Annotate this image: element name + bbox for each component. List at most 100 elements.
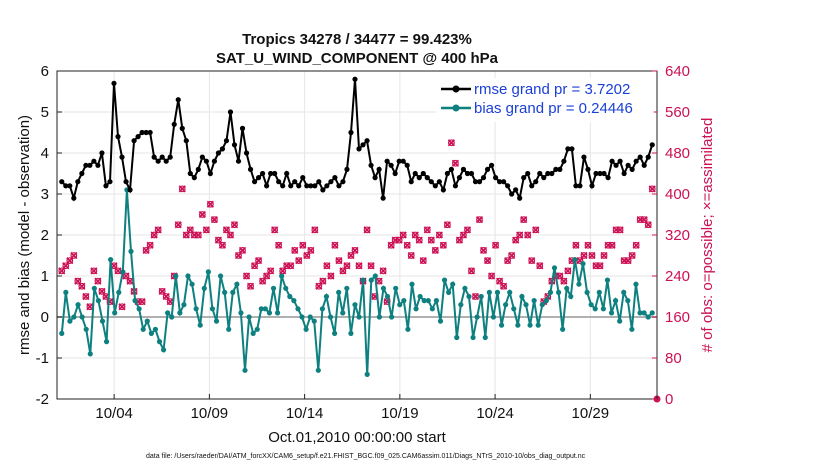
bias-point xyxy=(327,314,334,320)
rmse-point xyxy=(119,154,125,160)
obs-possible-mark xyxy=(616,226,624,234)
rmse-point xyxy=(505,183,511,189)
obs-possible-mark xyxy=(58,267,66,275)
bias-point xyxy=(413,306,419,312)
obs-count-point xyxy=(291,246,299,254)
obs-possible-mark xyxy=(492,241,499,249)
x-tick-label: 10/29 xyxy=(572,405,610,422)
bias-point xyxy=(466,293,472,300)
bias-point xyxy=(279,273,285,279)
rmse-point xyxy=(533,179,539,185)
obs-possible-mark xyxy=(512,236,520,244)
obs-count-point xyxy=(487,272,496,280)
rmse-point xyxy=(517,195,523,201)
rmse-point xyxy=(243,150,250,156)
obs-possible-mark xyxy=(415,236,423,244)
obs-possible-mark xyxy=(331,241,339,249)
obs-count-point xyxy=(584,241,592,249)
rmse-point xyxy=(251,179,258,185)
bias-point xyxy=(59,330,65,336)
obs-possible-mark xyxy=(142,246,150,254)
obs-count-point xyxy=(588,251,596,260)
bias-point xyxy=(95,298,102,304)
rmse-point xyxy=(179,125,185,131)
obs-possible-mark xyxy=(291,246,299,254)
bias-point xyxy=(368,277,374,283)
rmse-point xyxy=(440,187,446,193)
rmse-point xyxy=(175,97,181,103)
obs-possible-mark xyxy=(255,257,262,265)
obs-possible-mark xyxy=(223,226,230,234)
left-tick-label: -1 xyxy=(36,350,49,367)
chart-title-line1: Tropics 34278 / 34477 = 99.423% xyxy=(242,31,472,48)
rmse-point xyxy=(456,175,463,181)
obs-possible-mark xyxy=(644,221,652,229)
obs-possible-mark xyxy=(355,262,363,270)
x-tick-label: 10/24 xyxy=(476,405,514,422)
rmse-point xyxy=(308,183,314,189)
obs-possible-mark xyxy=(251,262,258,270)
bias-point xyxy=(299,314,305,320)
obs-possible-mark xyxy=(194,231,202,239)
right-axis-ticks: 0 80 160 240 320 400 480 560 640 xyxy=(652,63,690,408)
obs-possible-mark xyxy=(367,262,375,270)
obs-possible-mark xyxy=(496,277,503,285)
bias-point xyxy=(511,306,517,312)
rmse-point xyxy=(264,183,270,189)
rmse-point xyxy=(340,179,346,185)
bias-point xyxy=(446,289,452,295)
rmse-point xyxy=(207,170,213,177)
rmse-point xyxy=(484,166,491,172)
obs-possible-mark xyxy=(592,262,600,270)
obs-count-point xyxy=(194,231,202,239)
rmse-point xyxy=(545,170,551,177)
obs-possible-mark xyxy=(480,246,487,254)
right-tick-label: 240 xyxy=(665,268,690,285)
left-tick-label: 0 xyxy=(41,309,49,326)
rmse-point xyxy=(195,166,201,172)
obs-count-point xyxy=(246,282,255,290)
obs-count-point xyxy=(311,226,319,234)
rmse-point xyxy=(585,166,591,172)
left-tick-label: 4 xyxy=(41,145,49,162)
bias-point xyxy=(140,326,146,332)
rmse-point xyxy=(472,179,479,185)
rmse-point xyxy=(159,154,165,160)
rmse-point xyxy=(352,76,358,82)
obs-count-point xyxy=(222,226,231,234)
bias-point xyxy=(405,326,411,332)
rmse-point xyxy=(529,183,535,189)
obs-possible-mark xyxy=(315,282,323,290)
rmse-point xyxy=(131,138,137,144)
rmse-point xyxy=(227,109,234,115)
rmse-point xyxy=(91,158,97,164)
obs-count-point xyxy=(564,267,572,275)
left-tick-label: 5 xyxy=(41,104,49,121)
obs-possible-mark xyxy=(198,211,206,218)
obs-possible-mark xyxy=(411,231,419,239)
rmse-point xyxy=(492,175,499,181)
bias-point xyxy=(323,293,330,300)
bias-point xyxy=(103,339,110,345)
bias-point xyxy=(649,310,655,316)
obs-possible-mark xyxy=(387,241,395,249)
obs-possible-mark xyxy=(612,226,620,234)
obs-count-point xyxy=(198,210,206,219)
x-tick-label: 10/19 xyxy=(381,405,419,422)
obs-possible-mark xyxy=(452,159,459,167)
obs-possible-mark xyxy=(443,221,451,229)
bias-point xyxy=(79,314,85,320)
rmse-point xyxy=(436,179,442,185)
rmse-point xyxy=(424,175,430,181)
obs-possible-mark xyxy=(403,241,411,249)
rmse-point xyxy=(452,183,459,189)
obs-possible-mark xyxy=(271,226,279,234)
bias-point xyxy=(397,302,403,308)
rmse-point xyxy=(276,179,282,185)
rmse-point xyxy=(460,166,467,172)
obs-possible-mark xyxy=(564,267,572,275)
obs-possible-mark xyxy=(190,231,198,239)
obs-possible-mark xyxy=(456,236,463,244)
obs-possible-mark xyxy=(468,267,475,275)
